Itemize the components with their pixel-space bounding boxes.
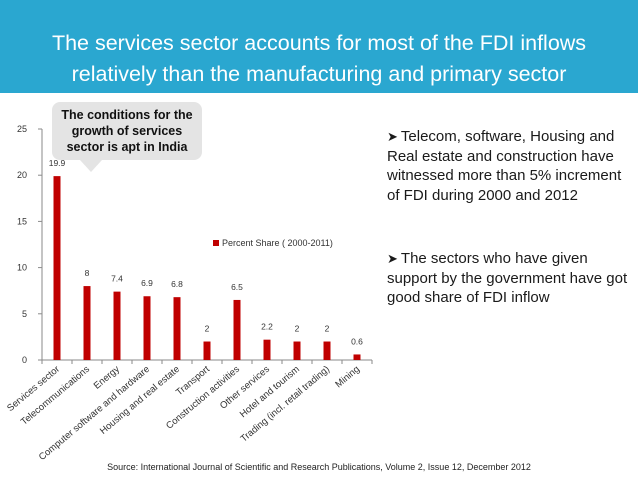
data-label: 6.8 (171, 279, 183, 289)
data-label: 19.9 (49, 158, 66, 168)
callout-tail (80, 160, 102, 172)
data-label: 2.2 (261, 322, 273, 332)
title-band (0, 0, 638, 93)
bar (293, 341, 301, 360)
source-note: Source: International Journal of Scienti… (107, 462, 531, 472)
x-tick-label: Mining (333, 364, 362, 390)
bullet-item-2: ➤ The sectors who have given support by t… (387, 249, 632, 308)
bar (173, 297, 181, 360)
data-label: 2 (295, 324, 300, 334)
legend-swatch (213, 240, 219, 246)
bullet-text-2: The sectors who have given support by th… (387, 250, 628, 306)
y-tick-label: 5 (22, 309, 27, 319)
bar (353, 354, 361, 360)
bar (263, 339, 271, 360)
bar (143, 296, 151, 360)
arrow-bullet-icon: ➤ (387, 251, 398, 266)
bar (53, 176, 61, 360)
y-tick-label: 25 (17, 124, 27, 134)
bullet-item-1: ➤ Telecom, software, Housing and Real est… (387, 127, 632, 205)
slide-title-line-2: relatively than the manufacturing and pr… (71, 62, 567, 86)
callout-text: The conditions for the growth of service… (61, 108, 193, 154)
data-label: 6.5 (231, 282, 243, 292)
callout-box (52, 102, 202, 160)
bar (113, 291, 121, 360)
bullet-text-1: Telecom, software, Housing and Real esta… (387, 128, 622, 204)
y-tick-label: 20 (17, 170, 27, 180)
data-label: 2 (205, 324, 210, 334)
y-tick-label: 0 (22, 355, 27, 365)
arrow-bullet-icon: ➤ (387, 129, 398, 144)
bar (203, 341, 211, 360)
slide-title-line-1: The services sector accounts for most of… (51, 31, 587, 55)
y-tick-label: 10 (17, 263, 27, 273)
data-label: 6.9 (141, 278, 153, 288)
data-label: 0.6 (351, 336, 363, 346)
data-label: 2 (325, 324, 330, 334)
data-label: 7.4 (111, 274, 123, 284)
bar (233, 299, 241, 360)
bar (323, 341, 331, 360)
bar (83, 286, 91, 360)
y-tick-label: 15 (17, 216, 27, 226)
legend-label: Percent Share ( 2000-2011) (222, 238, 333, 248)
data-label: 8 (85, 268, 90, 278)
